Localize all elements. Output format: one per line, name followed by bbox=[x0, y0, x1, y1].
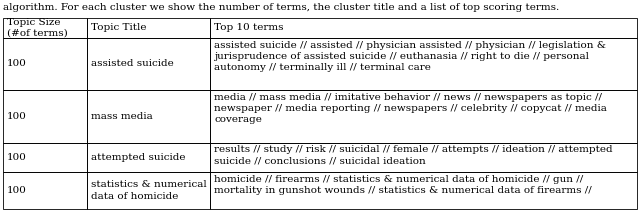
Text: 100: 100 bbox=[7, 153, 27, 162]
Bar bbox=[211, 90, 637, 143]
Bar bbox=[3, 143, 86, 172]
Bar bbox=[86, 143, 211, 172]
Text: media // mass media // imitative behavior // news // newspapers as topic //
news: media // mass media // imitative behavio… bbox=[214, 92, 607, 124]
Text: Topic Size
(#of terms): Topic Size (#of terms) bbox=[7, 18, 68, 38]
Text: attempted suicide: attempted suicide bbox=[91, 153, 185, 162]
Bar bbox=[86, 90, 211, 143]
Text: homicide // firearms // statistics & numerical data of homicide // gun //
mortal: homicide // firearms // statistics & num… bbox=[214, 174, 592, 195]
Text: assisted suicide // assisted // physician assisted // physician // legislation &: assisted suicide // assisted // physicia… bbox=[214, 40, 606, 72]
Text: 100: 100 bbox=[7, 186, 27, 195]
Text: 100: 100 bbox=[7, 60, 27, 68]
Text: results // study // risk // suicidal // female // attempts // ideation // attemp: results // study // risk // suicidal // … bbox=[214, 145, 613, 166]
Bar bbox=[211, 18, 637, 38]
Text: statistics & numerical
data of homicide: statistics & numerical data of homicide bbox=[91, 180, 207, 201]
Bar bbox=[3, 18, 86, 38]
Text: Topic Title: Topic Title bbox=[91, 24, 146, 32]
Text: algorithm. For each cluster we show the number of terms, the cluster title and a: algorithm. For each cluster we show the … bbox=[3, 3, 559, 12]
Bar bbox=[211, 143, 637, 172]
Bar bbox=[3, 90, 86, 143]
Bar bbox=[86, 18, 211, 38]
Bar bbox=[86, 38, 211, 90]
Bar bbox=[211, 172, 637, 209]
Bar bbox=[3, 38, 86, 90]
Text: 100: 100 bbox=[7, 112, 27, 121]
Text: Top 10 terms: Top 10 terms bbox=[214, 24, 284, 32]
Text: assisted suicide: assisted suicide bbox=[91, 60, 173, 68]
Bar bbox=[3, 172, 86, 209]
Text: mass media: mass media bbox=[91, 112, 152, 121]
Bar bbox=[86, 172, 211, 209]
Bar bbox=[211, 38, 637, 90]
